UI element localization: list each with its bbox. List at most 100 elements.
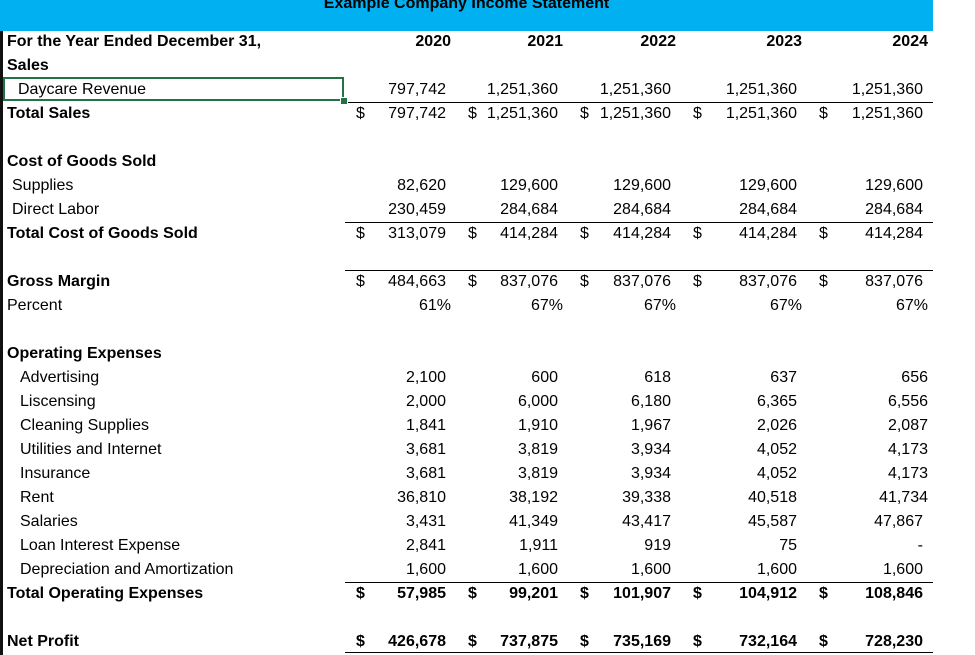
gross-margin-2022[interactable]: 837,076 [613, 273, 671, 290]
percent-2023[interactable]: 67% [769, 297, 802, 314]
year-header-2022: 2022 [640, 33, 676, 50]
cleaning-supplies-2022[interactable]: 1,967 [630, 417, 671, 434]
total-cogs-2024[interactable]: 414,284 [865, 225, 923, 242]
daycare-revenue-2021[interactable]: 1,251,360 [486, 81, 558, 98]
total-opex-2023[interactable]: 104,912 [739, 585, 797, 602]
supplies-2021[interactable]: 129,600 [500, 177, 558, 194]
supplies-2023[interactable]: 129,600 [739, 177, 797, 194]
liscensing-2021[interactable]: 6,000 [517, 393, 558, 410]
total-cogs-2021[interactable]: 414,284 [500, 225, 558, 242]
percent-2024[interactable]: 67% [895, 297, 928, 314]
advertising-2023[interactable]: 637 [770, 369, 797, 386]
loan-interest-expense-2023[interactable]: 75 [779, 537, 797, 554]
total-opex-2024[interactable]: 108,846 [865, 585, 923, 602]
depreciation-and-amortization-2022[interactable]: 1,600 [630, 561, 671, 578]
daycare-revenue-2022[interactable]: 1,251,360 [599, 81, 671, 98]
utilities-and-internet-2022[interactable]: 3,934 [630, 441, 671, 458]
liscensing-2023[interactable]: 6,365 [756, 393, 797, 410]
rent-2021[interactable]: 38,192 [509, 489, 558, 506]
gross-margin-label: Gross Margin [7, 273, 111, 290]
cleaning-supplies-2020[interactable]: 1,841 [405, 417, 446, 434]
daycare-revenue-label[interactable]: Daycare Revenue [18, 81, 147, 98]
depreciation-and-amortization-2024[interactable]: 1,600 [882, 561, 923, 578]
salaries-2022[interactable]: 43,417 [622, 513, 671, 530]
salaries-2021[interactable]: 41,349 [509, 513, 558, 530]
net-profit-2020[interactable]: 426,678 [388, 633, 446, 650]
insurance-2024[interactable]: 4,173 [887, 465, 928, 482]
insurance-2020[interactable]: 3,681 [405, 465, 446, 482]
direct-labor-2023[interactable]: 284,684 [739, 201, 797, 218]
fill-handle[interactable] [340, 97, 348, 105]
advertising-2022[interactable]: 618 [644, 369, 671, 386]
direct-labor-2022[interactable]: 284,684 [613, 201, 671, 218]
gross-margin-2020[interactable]: 484,663 [388, 273, 446, 290]
gross-margin-2023[interactable]: 837,076 [739, 273, 797, 290]
loan-interest-expense-2020[interactable]: 2,841 [405, 537, 446, 554]
percent-2021[interactable]: 67% [530, 297, 563, 314]
net-profit-2021[interactable]: 737,875 [500, 633, 558, 650]
percent-2020[interactable]: 61% [418, 297, 451, 314]
depreciation-and-amortization-2021[interactable]: 1,600 [517, 561, 558, 578]
liscensing-2024[interactable]: 6,556 [887, 393, 928, 410]
loan-interest-expense-2022[interactable]: 919 [644, 537, 671, 554]
liscensing-2022[interactable]: 6,180 [630, 393, 671, 410]
percent-2022[interactable]: 67% [643, 297, 676, 314]
direct-labor-2024[interactable]: 284,684 [865, 201, 923, 218]
daycare-revenue-2024[interactable]: 1,251,360 [851, 81, 923, 98]
total-sales-2022[interactable]: 1,251,360 [599, 105, 671, 122]
net-profit-dollar-2024: $ [819, 633, 828, 650]
depreciation-and-amortization-2023[interactable]: 1,600 [756, 561, 797, 578]
total-cogs-2022[interactable]: 414,284 [613, 225, 671, 242]
advertising-2020[interactable]: 2,100 [405, 369, 446, 386]
net-profit-2023[interactable]: 732,164 [739, 633, 797, 650]
insurance-2023[interactable]: 4,052 [756, 465, 797, 482]
net-profit-2024[interactable]: 728,230 [865, 633, 923, 650]
total-sales-2021[interactable]: 1,251,360 [486, 105, 558, 122]
total-sales-2020[interactable]: 797,742 [388, 105, 446, 122]
direct-labor-2021[interactable]: 284,684 [500, 201, 558, 218]
insurance-2021[interactable]: 3,819 [517, 465, 558, 482]
rent-2024[interactable]: 41,734 [879, 489, 928, 506]
total-sales-2023[interactable]: 1,251,360 [725, 105, 797, 122]
total-opex-2021[interactable]: 99,201 [509, 585, 558, 602]
total-cogs-2020[interactable]: 313,079 [388, 225, 446, 242]
cleaning-supplies-2023[interactable]: 2,026 [756, 417, 797, 434]
rent-2022[interactable]: 39,338 [622, 489, 671, 506]
liscensing-2020[interactable]: 2,000 [405, 393, 446, 410]
advertising-2021[interactable]: 600 [531, 369, 558, 386]
gross-margin-2024[interactable]: 837,076 [865, 273, 923, 290]
loan-interest-expense-2021[interactable]: 1,911 [519, 537, 558, 554]
supplies-2024[interactable]: 129,600 [865, 177, 923, 194]
opex-heading: Operating Expenses [7, 345, 162, 362]
rent-2020[interactable]: 36,810 [397, 489, 446, 506]
total-opex-2020[interactable]: 57,985 [397, 585, 446, 602]
total-cogs-label: Total Cost of Goods Sold [7, 225, 198, 242]
rent-2023[interactable]: 40,518 [748, 489, 797, 506]
utilities-and-internet-2021[interactable]: 3,819 [517, 441, 558, 458]
net-profit-label: Net Profit [7, 633, 79, 650]
total-sales-2024[interactable]: 1,251,360 [851, 105, 923, 122]
loan-interest-expense-2024[interactable]: - [917, 537, 923, 554]
net-profit-2022[interactable]: 735,169 [613, 633, 671, 650]
salaries-2020[interactable]: 3,431 [405, 513, 446, 530]
salaries-2024[interactable]: 47,867 [874, 513, 923, 530]
utilities-and-internet-2024[interactable]: 4,173 [887, 441, 928, 458]
advertising-2024[interactable]: 656 [901, 369, 928, 386]
cleaning-supplies-2024[interactable]: 2,087 [887, 417, 928, 434]
supplies-2022[interactable]: 129,600 [613, 177, 671, 194]
supplies-2020[interactable]: 82,620 [397, 177, 446, 194]
direct-labor-label: Direct Labor [12, 201, 100, 218]
total-cogs-2023[interactable]: 414,284 [739, 225, 797, 242]
salaries-2023[interactable]: 45,587 [748, 513, 797, 530]
direct-labor-2020[interactable]: 230,459 [388, 201, 446, 218]
gross-margin-2021[interactable]: 837,076 [500, 273, 558, 290]
cleaning-supplies-2021[interactable]: 1,910 [517, 417, 558, 434]
daycare-revenue-2023[interactable]: 1,251,360 [725, 81, 797, 98]
insurance-2022[interactable]: 3,934 [630, 465, 671, 482]
utilities-and-internet-2020[interactable]: 3,681 [405, 441, 446, 458]
selected-cell[interactable] [3, 77, 344, 101]
depreciation-and-amortization-2020[interactable]: 1,600 [405, 561, 446, 578]
total-opex-2022[interactable]: 101,907 [613, 585, 671, 602]
utilities-and-internet-2023[interactable]: 4,052 [756, 441, 797, 458]
daycare-revenue-2020[interactable]: 797,742 [388, 81, 446, 98]
